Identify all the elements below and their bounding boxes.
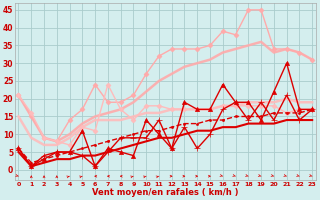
X-axis label: Vent moyen/en rafales ( km/h ): Vent moyen/en rafales ( km/h )	[92, 188, 239, 197]
